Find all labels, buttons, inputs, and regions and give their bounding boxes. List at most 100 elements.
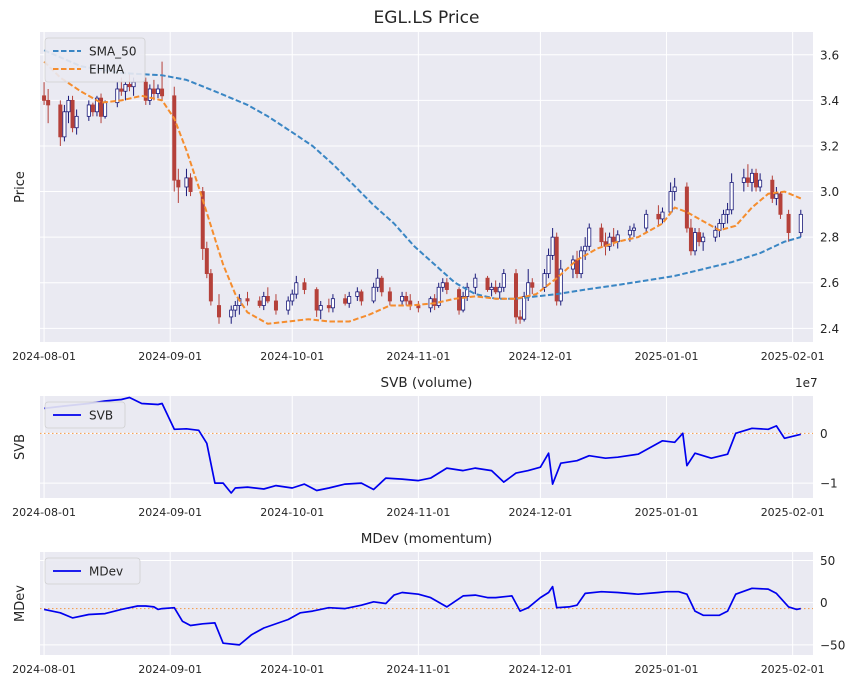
legend-label: SVB (89, 409, 113, 423)
candle-body (290, 293, 295, 302)
candle-body (375, 277, 380, 288)
candle-body (542, 273, 547, 288)
candle-body (457, 289, 462, 311)
x-tick-label: 2024-11-01 (386, 663, 450, 676)
y-tick-label: 2.8 (820, 231, 839, 245)
candle-body (786, 213, 791, 233)
plot-content (40, 396, 813, 494)
series-line-ehma (43, 60, 802, 325)
candle-body (188, 177, 193, 192)
candle-body (302, 282, 307, 290)
candle-body (330, 298, 335, 309)
x-tick-label: 2025-01-01 (635, 350, 699, 363)
candle-body (615, 234, 620, 243)
candle-body (245, 298, 250, 302)
y-tick-label: 2.4 (820, 322, 839, 336)
chart-title: MDev (momentum) (361, 531, 493, 547)
plot-area (40, 552, 813, 655)
y-tick-label: −50 (820, 638, 845, 652)
candle-body (432, 298, 437, 306)
candle-body (343, 298, 348, 304)
candle-body (749, 172, 754, 183)
candle-body (66, 99, 71, 113)
candle-body (127, 84, 132, 88)
series-line-svb (44, 396, 802, 494)
candle-body (701, 236, 706, 243)
plot-area (40, 32, 813, 342)
candle-body (501, 273, 506, 288)
candle-body (672, 186, 677, 192)
candle-body (721, 213, 726, 224)
x-tick-label: 2024-08-01 (12, 350, 76, 363)
x-tick-label: 2025-02-01 (761, 350, 825, 363)
x-tick-label: 2024-08-01 (12, 663, 76, 676)
candle-body (86, 104, 91, 117)
x-tick-label: 2024-12-01 (508, 663, 572, 676)
x-tick-label: 2025-02-01 (761, 506, 825, 519)
candle-body (131, 81, 136, 88)
candle-body (416, 305, 421, 309)
candle-body (257, 300, 262, 306)
candle-body (444, 282, 449, 290)
legend-box (44, 37, 146, 83)
candle-body (355, 291, 360, 297)
candle-body (160, 88, 165, 97)
candle-body (611, 236, 616, 243)
legend-label: EHMA (89, 63, 125, 77)
candle-body (729, 182, 734, 211)
y-tick-label: 2.6 (820, 276, 839, 290)
candle-body (359, 291, 364, 302)
candle-body (176, 179, 181, 188)
candle-body (579, 250, 584, 275)
candle-body (217, 305, 222, 318)
candle-body (514, 273, 519, 318)
candle-body (778, 193, 783, 215)
plot-content (40, 585, 813, 646)
x-tick-label: 2025-02-01 (761, 663, 825, 676)
candle-body (371, 286, 376, 302)
x-tick-label: 2024-12-01 (508, 506, 572, 519)
x-tick-label: 2024-12-01 (508, 350, 572, 363)
candle-body (233, 305, 238, 311)
candle-body (631, 227, 636, 231)
candle-body (115, 88, 120, 104)
candle-body (94, 97, 99, 113)
candle-body (265, 296, 270, 302)
x-tick-label: 2024-09-01 (138, 663, 202, 676)
candle-body (147, 88, 152, 101)
candle-body (208, 273, 213, 302)
candle-body (294, 282, 299, 295)
candle-body (172, 95, 177, 181)
legend-box (44, 401, 126, 429)
candle-body (473, 277, 478, 288)
legend-label: MDev (89, 565, 123, 579)
candle-body (387, 291, 392, 302)
y-tick-label: 0 (820, 427, 828, 441)
candle-body (550, 236, 555, 256)
plot-content (42, 49, 803, 325)
candle-body (70, 99, 75, 129)
x-tick-label: 2024-09-01 (138, 506, 202, 519)
candle-body (58, 104, 63, 138)
candle-body (522, 296, 527, 320)
candle-body (99, 97, 104, 117)
candle-body (688, 227, 693, 252)
candle-body (607, 236, 612, 247)
candle-body (770, 179, 775, 199)
candle-body (627, 229, 632, 236)
y-axis-label: SVB (13, 434, 28, 460)
panel-2: 2024-08-01 2024-09-01 2024-10-01 2024-11-01… (12, 375, 838, 519)
candle-body (741, 177, 746, 183)
candle-body (151, 88, 156, 94)
y-tick-label: −1 (820, 477, 838, 491)
candle-body (200, 191, 205, 249)
panel-3: 2024-08-01 2024-09-01 2024-10-01 2024-11-01… (12, 531, 845, 676)
candle-body (119, 88, 124, 92)
candle-body (318, 305, 323, 311)
y-tick-label: 3.6 (820, 48, 839, 62)
chart-title: SVB (volume) (381, 375, 473, 391)
candle-body (575, 259, 580, 275)
candle-body (497, 286, 502, 293)
candle-body (693, 232, 698, 252)
y-axis-label: Price (13, 171, 28, 203)
